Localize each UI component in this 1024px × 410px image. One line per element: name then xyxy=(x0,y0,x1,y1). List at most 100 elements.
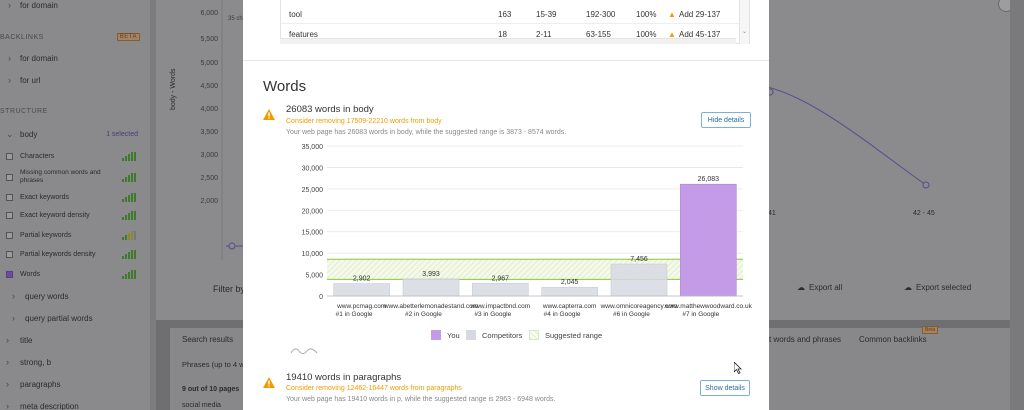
corner-text: 35 ch xyxy=(228,16,243,22)
beta-badge: Beta xyxy=(922,326,939,334)
sidebar-item-strong-b[interactable]: › strong, b xyxy=(6,357,52,367)
sidebar-item-characters[interactable]: Characters xyxy=(0,149,150,163)
body-words-info: Your web page has 26083 words in body, w… xyxy=(286,129,567,136)
sidebar-item-body[interactable]: ⌄ body 1 selected xyxy=(6,128,138,139)
table-row: features 18 2-11 63-155 100% ▲ Add 45-13… xyxy=(289,30,721,39)
sidebar-item-exact-keyword-density[interactable]: Exact keyword density xyxy=(0,208,150,222)
y-tick-label: 25,000 xyxy=(302,187,324,194)
x-tick-url: www.abetterlemonadestand.com xyxy=(383,303,478,310)
x-tick-url: www.impactbnd.com xyxy=(470,303,531,310)
strength-bars-icon xyxy=(122,230,136,240)
y-tick-label: 0 xyxy=(319,294,323,301)
bar-value-label: 2,902 xyxy=(353,276,371,283)
sidebar-item-partial-keywords-density[interactable]: Partial keywords density xyxy=(0,247,150,261)
bg-y-tick: 3,500 xyxy=(200,129,218,136)
y-tick-label: 15,000 xyxy=(302,230,324,237)
phrases-label: Phrases (up to 4 wor xyxy=(182,360,252,369)
sidebar-item-query-words[interactable]: › query words xyxy=(12,291,69,301)
legend-swatch xyxy=(431,330,441,340)
x-tick-rank: #7 in Google xyxy=(682,311,719,318)
sidebar-item-exact-keywords[interactable]: Exact keywords xyxy=(0,190,150,204)
bg-x-tick: 42 - 45 xyxy=(913,210,935,217)
warning-icon xyxy=(263,109,275,120)
beta-badge: Beta xyxy=(116,33,140,41)
y-tick-label: 5,000 xyxy=(305,273,323,280)
x-tick-url: www.capterra.com xyxy=(542,303,596,310)
checkbox[interactable] xyxy=(6,231,13,239)
bg-y-tick: 2,500 xyxy=(200,175,218,182)
show-details-button[interactable]: Show details xyxy=(700,380,750,396)
legend-suggested-range: Suggested range xyxy=(529,330,602,340)
sidebar-item-partial-keywords[interactable]: Partial keywords xyxy=(0,228,150,242)
y-tick-label: 35,000 xyxy=(302,144,324,151)
checkbox[interactable] xyxy=(6,152,13,160)
sidebar-item-backlinks-domain[interactable]: › for domain xyxy=(8,53,58,63)
body-words-heading: 26083 words in body xyxy=(286,104,374,115)
strength-bars-icon xyxy=(122,151,136,161)
sidebar-item-words[interactable]: Words xyxy=(0,267,150,281)
sidebar-item-title[interactable]: › title xyxy=(6,335,33,345)
x-tick-rank: #6 in Google xyxy=(613,311,650,318)
bar-value-label: 2,967 xyxy=(492,275,510,282)
sidebar-item-meta-description[interactable]: › meta description xyxy=(6,401,79,410)
sidebar-item-missing-words[interactable]: Missing common words and phrases xyxy=(0,168,150,186)
checkbox-checked[interactable] xyxy=(6,270,13,278)
strength-bars-icon xyxy=(122,192,136,202)
sidebar-section-structure: STRUCTURE xyxy=(0,107,48,115)
bg-y-tick: 5,000 xyxy=(200,60,218,67)
checkbox[interactable] xyxy=(6,250,13,258)
legend-swatch xyxy=(529,330,539,340)
checkbox[interactable] xyxy=(6,193,13,201)
x-tick-rank: #1 in Google xyxy=(336,311,373,318)
sidebar-scrollbar[interactable] xyxy=(150,0,156,410)
hide-details-button[interactable]: Hide details xyxy=(701,112,751,128)
sidebar-item-backlinks-url[interactable]: › for url xyxy=(8,75,41,85)
sidebar-item-paragraphs[interactable]: › paragraphs xyxy=(6,379,61,389)
bg-y-tick: 2,000 xyxy=(200,198,218,205)
bar-value-label: 26,083 xyxy=(698,176,720,183)
checkbox[interactable] xyxy=(6,211,13,219)
bg-y-tick: 6,000 xyxy=(200,10,218,17)
sidebar-item-query-partial-words[interactable]: › query partial words xyxy=(12,313,93,323)
tab-common-backlinks[interactable]: Common backlinks xyxy=(859,335,927,344)
keywords-table: tool 163 15-39 192-300 100% ▲ Add 29-137… xyxy=(280,0,750,44)
search-results-label: Search results xyxy=(182,335,234,344)
table-horizontal-scrollbar[interactable] xyxy=(280,38,736,44)
collapse-handle-icon[interactable] xyxy=(290,345,318,355)
bar-competitor xyxy=(610,263,668,297)
x-tick-rank: #2 in Google xyxy=(405,311,442,318)
export-all-button[interactable]: ☁ Export all xyxy=(797,283,843,292)
bg-y-tick: 3,000 xyxy=(200,152,218,159)
social-media-text: social media xyxy=(182,402,221,409)
chevron-down-icon[interactable]: ⌄ xyxy=(742,29,748,35)
export-selected-button[interactable]: ☁ Export selected xyxy=(904,283,972,292)
section-title: Words xyxy=(263,78,307,95)
bg-y-axis-label: body - Words xyxy=(170,68,177,111)
words-bar-chart: 0 5,000 10,000 15,000 20,000 25,000 30,000 35,0… xyxy=(302,144,753,318)
tab-words-phrases[interactable]: t words and phrases xyxy=(769,335,842,344)
legend-competitors: Competitors xyxy=(466,330,522,340)
bg-y-tick: 4,500 xyxy=(200,83,218,90)
x-tick-rank: #4 in Google xyxy=(544,311,581,318)
warning-icon xyxy=(263,377,275,388)
sidebar-item-for-domain-top[interactable]: › for domain xyxy=(8,0,58,10)
x-tick-url: www.matthewwoodward.co.uk xyxy=(664,303,753,310)
table-scrollbar[interactable]: ⌄ xyxy=(739,0,749,44)
y-tick-label: 10,000 xyxy=(302,251,324,258)
x-tick-rank: #3 in Google xyxy=(474,311,511,318)
checkbox[interactable] xyxy=(6,173,13,181)
cloud-download-icon: ☁ xyxy=(904,283,912,292)
bar-competitor xyxy=(333,283,390,297)
bar-competitor xyxy=(541,286,598,297)
page-scrollbar[interactable] xyxy=(1010,0,1024,410)
bar-competitor xyxy=(402,278,460,297)
mouse-cursor-icon xyxy=(734,362,742,374)
table-row: tool 163 15-39 192-300 100% ▲ Add 29-137 xyxy=(281,4,741,24)
sidebar: › for domain BACKLINKS Beta › for domain ›… xyxy=(0,0,150,410)
bar-value-label: 7,456 xyxy=(630,256,648,263)
selected-count: 1 selected xyxy=(106,130,138,138)
filter-by-label[interactable]: Filter by xyxy=(213,284,246,294)
paragraph-words-info: Your web page has 19410 words in p, whil… xyxy=(286,396,556,403)
bar-competitor xyxy=(472,282,529,297)
x-tick-url: www.omnicoreagency.com xyxy=(600,303,678,310)
